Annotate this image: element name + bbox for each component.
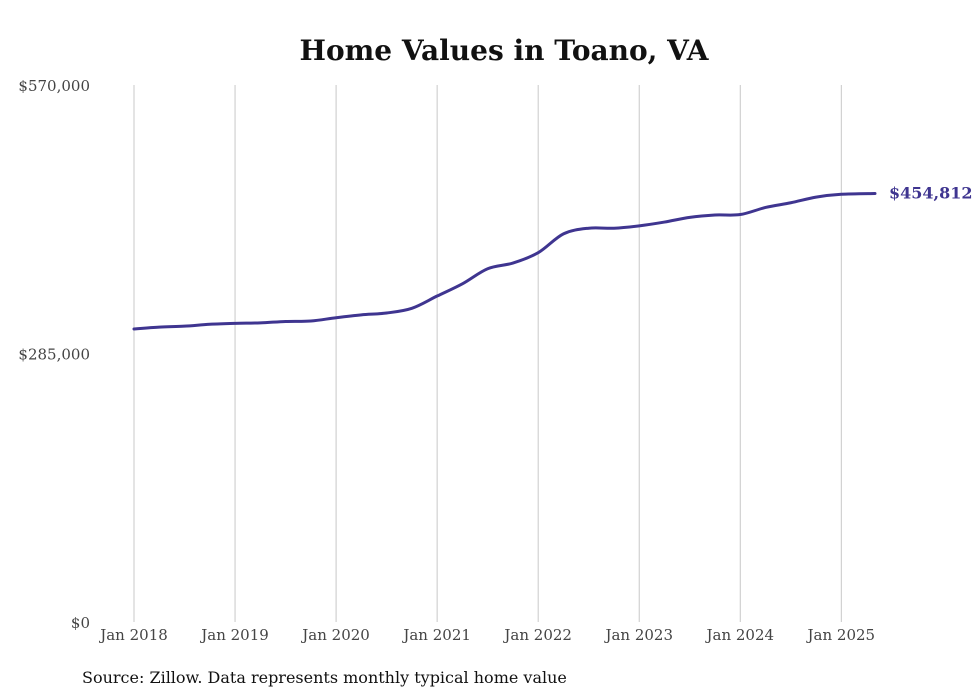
x-tick-label: Jan 2024 xyxy=(704,626,774,644)
series-line xyxy=(132,192,877,331)
x-tick-label: Jan 2020 xyxy=(300,626,370,644)
x-tick-label: Jan 2021 xyxy=(401,626,471,644)
x-tick-label: Jan 2023 xyxy=(603,626,673,644)
y-axis-tick-labels: $0 $285,000 $570,000 xyxy=(18,77,90,632)
y-tick-label: $570,000 xyxy=(18,77,90,95)
x-tick-label: Jan 2018 xyxy=(98,626,168,644)
end-value-label: $454,812 xyxy=(889,184,973,203)
x-tick-label: Jan 2025 xyxy=(806,626,876,644)
x-tick-label: Jan 2019 xyxy=(199,626,269,644)
x-axis-tick-labels: Jan 2018 Jan 2019 Jan 2020 Jan 2021 Jan 2022… xyxy=(98,626,875,644)
y-tick-label: $0 xyxy=(71,614,90,632)
gridlines xyxy=(133,85,842,622)
series-layer: $454,812 xyxy=(132,184,973,331)
chart-title: Home Values in Toano, VA xyxy=(300,34,710,67)
x-tick-label: Jan 2022 xyxy=(502,626,572,644)
source-note: Source: Zillow. Data represents monthly … xyxy=(82,668,567,687)
y-tick-label: $285,000 xyxy=(18,346,90,364)
